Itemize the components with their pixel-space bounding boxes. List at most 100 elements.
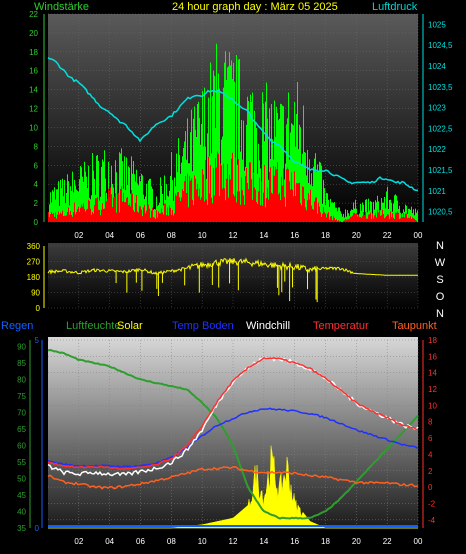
temperature-tick-label: -4 bbox=[428, 516, 436, 525]
x-tick-label-top: 04 bbox=[105, 231, 114, 240]
temperature-tick-label: 0 bbox=[428, 483, 433, 492]
x-tick-label-top: 14 bbox=[259, 231, 268, 240]
humidity-tick-label: 55 bbox=[17, 458, 26, 467]
pressure-tick-label: 1024 bbox=[428, 62, 446, 71]
x-tick-label-top: 20 bbox=[352, 231, 361, 240]
x-tick-label-top: 00 bbox=[414, 231, 423, 240]
x-tick-label-bottom: 00 bbox=[414, 537, 423, 546]
direction-tick-label: 90 bbox=[31, 289, 40, 298]
wind-tick-label: 0 bbox=[34, 218, 39, 227]
temperature-tick-label: 14 bbox=[428, 369, 437, 378]
rain-tick-label: 5 bbox=[35, 336, 40, 345]
humidity-tick-label: 60 bbox=[17, 442, 26, 451]
compass-label: W bbox=[435, 257, 446, 269]
wind-tick-label: 16 bbox=[29, 67, 38, 76]
temperature-tick-label: 12 bbox=[428, 385, 437, 394]
pressure-tick-label: 1021,5 bbox=[428, 166, 453, 175]
humidity-tick-label: 70 bbox=[17, 409, 26, 418]
humidity-line bbox=[47, 348, 419, 520]
legend-temperatur: Temperatur bbox=[313, 320, 369, 332]
wind-tick-label: 18 bbox=[29, 48, 38, 57]
x-tick-label-top: 02 bbox=[74, 231, 83, 240]
x-tick-label-bottom: 06 bbox=[136, 537, 145, 546]
pressure-tick-label: 1020,5 bbox=[428, 208, 453, 217]
temperature-tick-label: 6 bbox=[428, 434, 433, 443]
x-tick-label-top: 08 bbox=[167, 231, 176, 240]
soil-temperature-line bbox=[47, 407, 419, 468]
legend-solar: Solar bbox=[117, 320, 143, 332]
x-tick-label-bottom: 18 bbox=[321, 537, 330, 546]
wind-tick-label: 12 bbox=[29, 105, 38, 114]
direction-tick-label: 270 bbox=[27, 258, 41, 267]
temperature-tick-label: 4 bbox=[428, 450, 433, 459]
temperature-line bbox=[47, 356, 419, 471]
pressure-tick-label: 1021 bbox=[428, 187, 446, 196]
x-tick-label-bottom: 02 bbox=[74, 537, 83, 546]
wind-tick-label: 22 bbox=[29, 10, 38, 19]
x-tick-label-bottom: 10 bbox=[198, 537, 207, 546]
humidity-tick-label: 85 bbox=[17, 359, 26, 368]
pressure-tick-label: 1023 bbox=[428, 104, 446, 113]
pressure-tick-label: 1025 bbox=[428, 20, 446, 29]
direction-tick-label: 360 bbox=[27, 242, 41, 251]
humidity-tick-label: 90 bbox=[17, 343, 26, 352]
pressure-tick-label: 1024,5 bbox=[428, 41, 453, 50]
humidity-tick-label: 35 bbox=[17, 524, 26, 533]
compass-label: N bbox=[436, 240, 444, 252]
humidity-tick-label: 65 bbox=[17, 425, 26, 434]
compass-label: S bbox=[436, 274, 443, 286]
legend-taupunkt: Taupunkt bbox=[392, 320, 437, 332]
temperature-tick-label: 10 bbox=[428, 401, 437, 410]
solar-area bbox=[48, 445, 418, 529]
x-tick-label-top: 10 bbox=[198, 231, 207, 240]
humidity-tick-label: 75 bbox=[17, 392, 26, 401]
wind-tick-label: 2 bbox=[34, 199, 39, 208]
legend-regen: Regen bbox=[1, 320, 33, 332]
temperature-tick-label: 2 bbox=[428, 467, 433, 476]
pressure-line bbox=[47, 57, 419, 192]
temperature-tick-label: 8 bbox=[428, 418, 433, 427]
x-tick-label-bottom: 16 bbox=[290, 537, 299, 546]
pressure-axis-title: Luftdruck bbox=[372, 1, 418, 13]
pressure-tick-label: 1023,5 bbox=[428, 83, 453, 92]
x-tick-label-bottom: 20 bbox=[352, 537, 361, 546]
x-tick-label-bottom: 08 bbox=[167, 537, 176, 546]
x-tick-label-bottom: 22 bbox=[383, 537, 392, 546]
direction-tick-label: 180 bbox=[27, 273, 41, 282]
direction-tick-label: 0 bbox=[36, 304, 41, 313]
wind-axis-title: Windstärke bbox=[34, 1, 89, 13]
x-tick-label-top: 18 bbox=[321, 231, 330, 240]
wind-tick-label: 20 bbox=[29, 29, 38, 38]
humidity-tick-label: 40 bbox=[17, 508, 26, 517]
temperature-tick-label: -2 bbox=[428, 499, 436, 508]
legend-temp-boden: Temp Boden bbox=[172, 320, 234, 332]
dewpoint-line bbox=[47, 466, 419, 490]
wind-direction-line bbox=[47, 257, 418, 276]
legend-luftfeuchte: Luftfeuchte bbox=[66, 320, 120, 332]
wind-tick-label: 10 bbox=[29, 123, 38, 132]
x-tick-label-top: 16 bbox=[290, 231, 299, 240]
temperature-tick-label: 18 bbox=[428, 336, 437, 345]
wind-tick-label: 14 bbox=[29, 86, 38, 95]
x-tick-label-top: 22 bbox=[383, 231, 392, 240]
temperature-tick-label: 16 bbox=[428, 352, 437, 361]
x-tick-label-bottom: 04 bbox=[105, 537, 114, 546]
humidity-tick-label: 45 bbox=[17, 491, 26, 500]
wind-tick-label: 4 bbox=[34, 180, 39, 189]
pressure-tick-label: 1022,5 bbox=[428, 124, 453, 133]
x-tick-label-bottom: 12 bbox=[229, 537, 238, 546]
wind-tick-label: 6 bbox=[34, 161, 39, 170]
compass-label: N bbox=[436, 308, 444, 320]
humidity-tick-label: 80 bbox=[17, 376, 26, 385]
rain-tick-label: 0 bbox=[35, 524, 40, 533]
pressure-tick-label: 1022 bbox=[428, 145, 446, 154]
wind-tick-label: 8 bbox=[34, 142, 39, 151]
legend-windchill: Windchill bbox=[246, 320, 290, 332]
x-tick-label-top: 06 bbox=[136, 231, 145, 240]
x-tick-label-bottom: 14 bbox=[259, 537, 268, 546]
humidity-tick-label: 50 bbox=[17, 475, 26, 484]
x-tick-label-top: 12 bbox=[229, 231, 238, 240]
compass-label: O bbox=[436, 291, 445, 303]
